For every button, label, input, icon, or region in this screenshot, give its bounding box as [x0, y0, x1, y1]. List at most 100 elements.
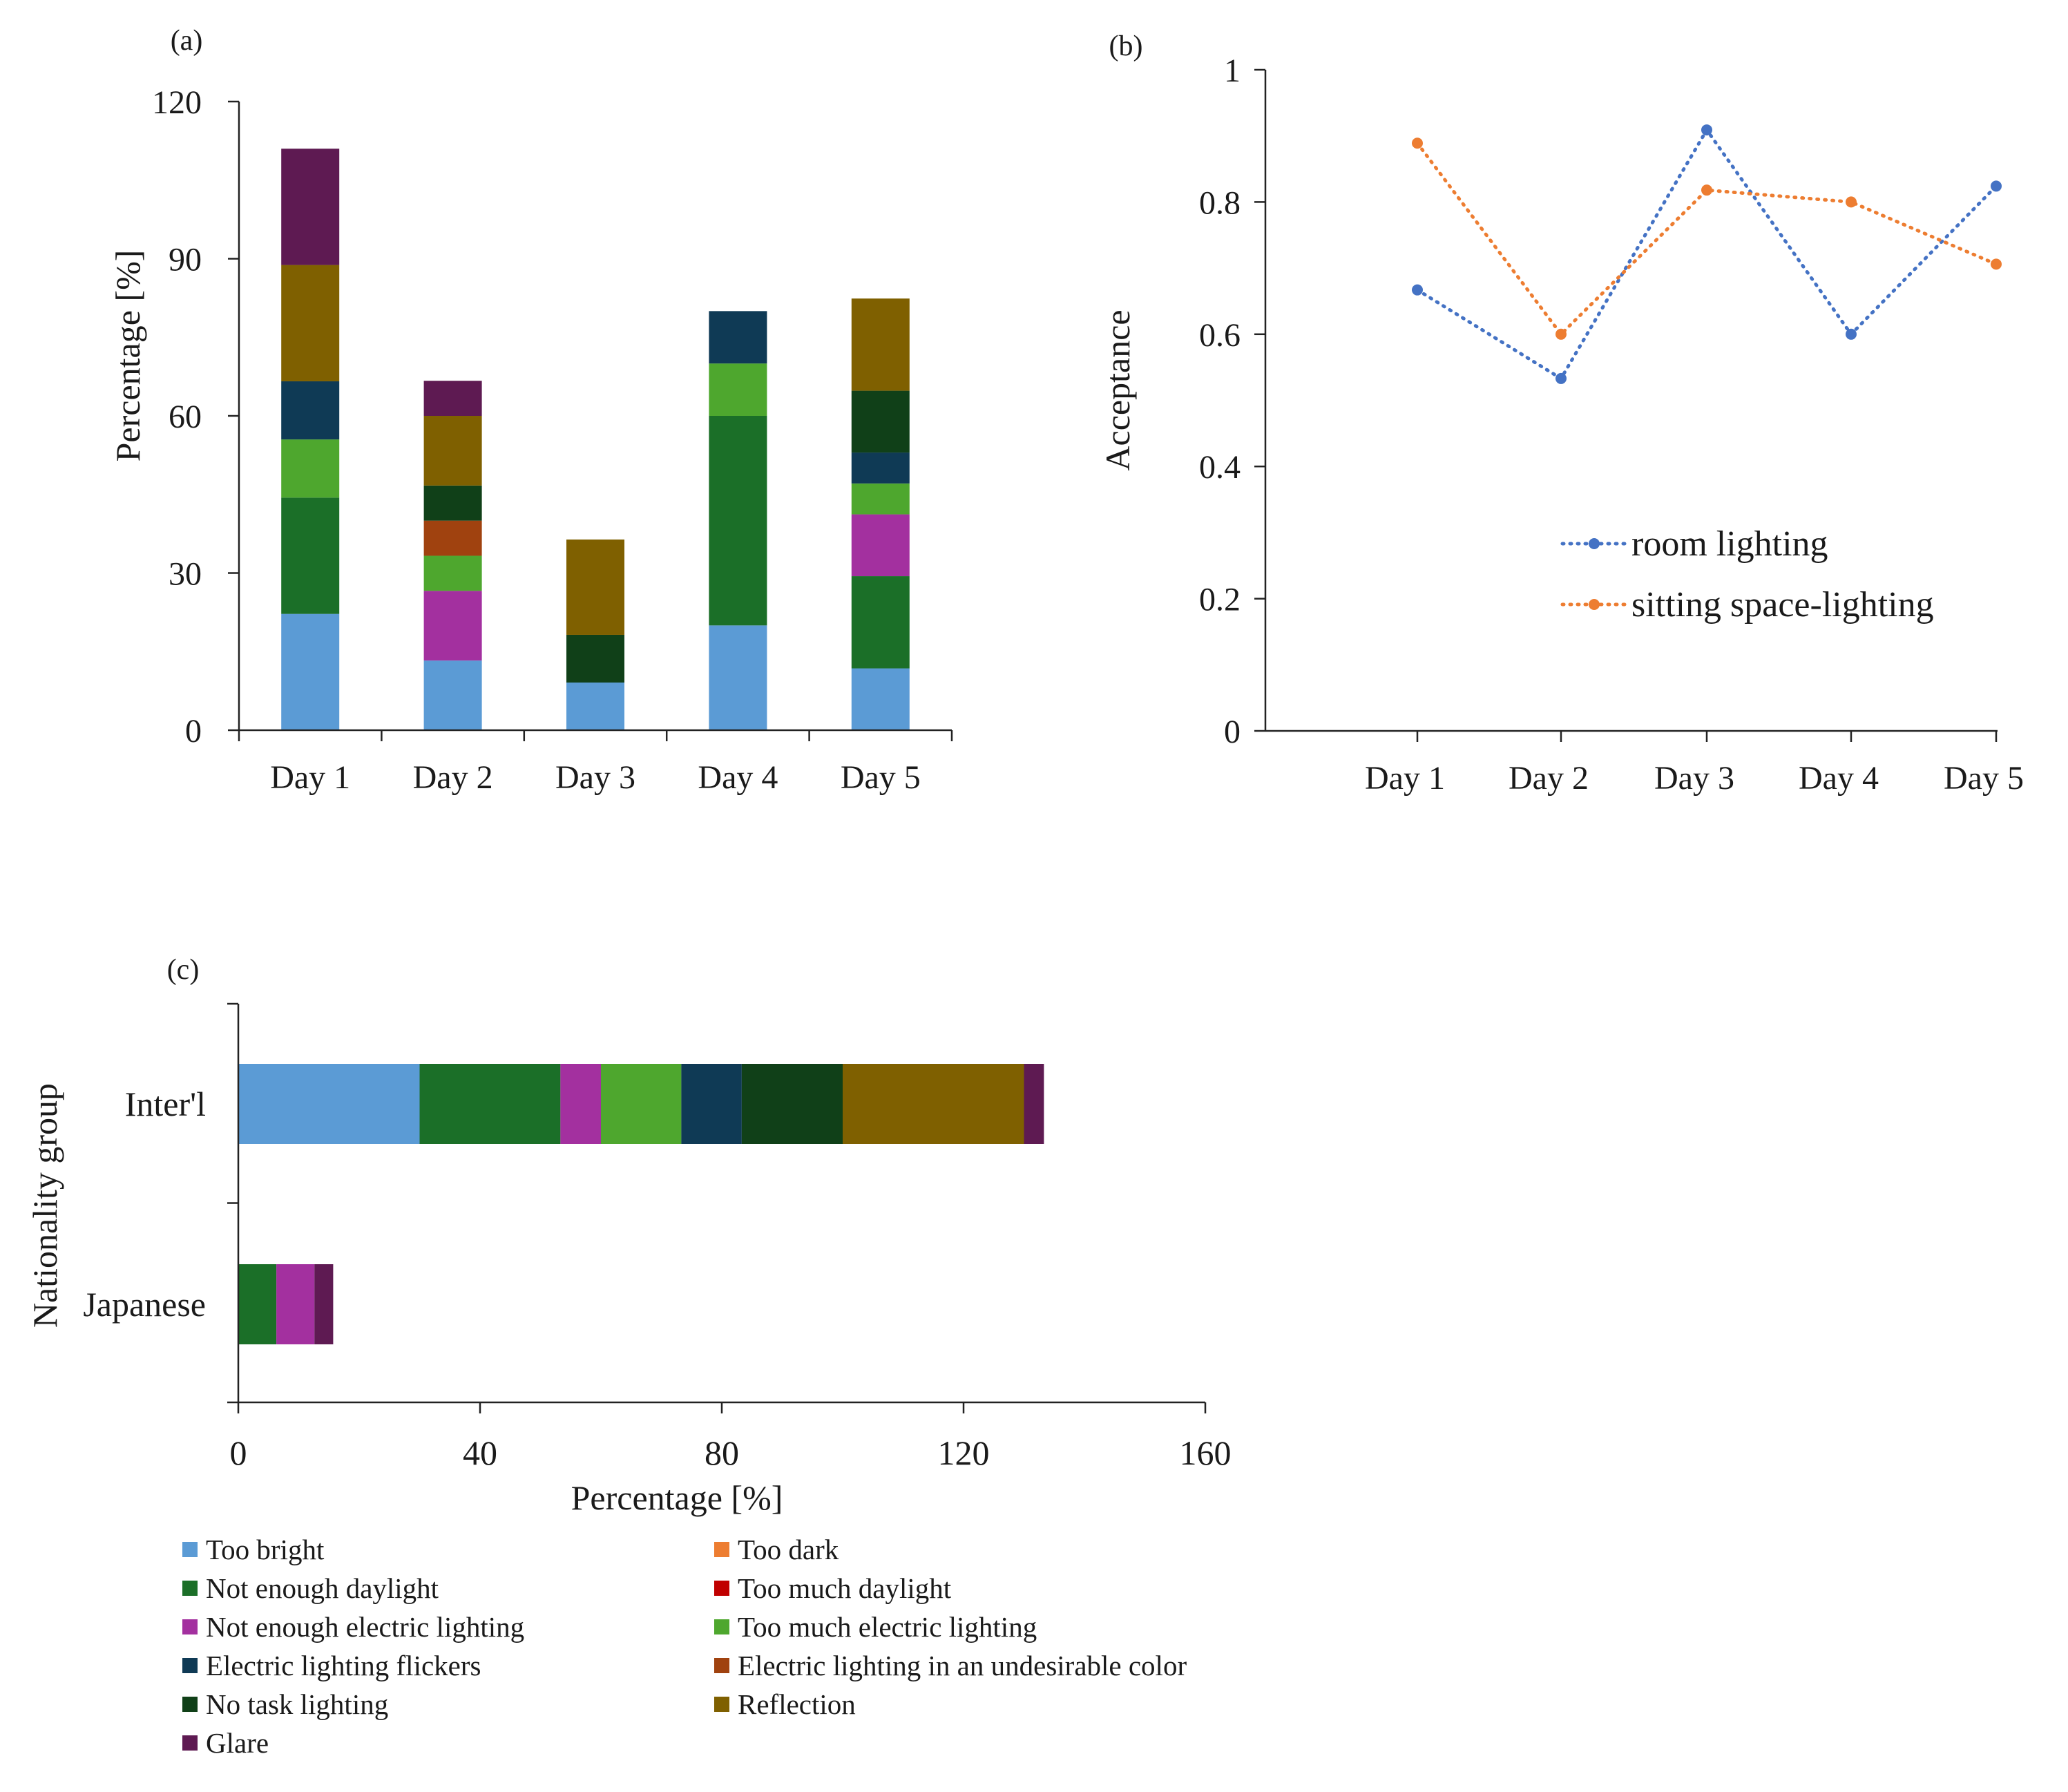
- legend-label: Not enough daylight: [206, 1572, 439, 1604]
- bar-day-5-not-enough-electric-lighting: [851, 514, 910, 577]
- panel-b: (b) Acceptance 0 0.2 0.4 0.6 0.8 1 Day 1 Day 2 D…: [1098, 30, 2024, 797]
- legend-swatch: [714, 1658, 729, 1673]
- legend-marker-room-lighting: [1589, 538, 1600, 549]
- panel-c-label: (c): [167, 954, 200, 986]
- x-tick-label-day-2: Day 2: [413, 759, 493, 796]
- legend-swatch: [182, 1542, 198, 1557]
- panel-c-y-axis-title: Nationality group: [26, 1083, 64, 1328]
- bar-day-2-glare: [423, 381, 482, 416]
- legend-item-glare: Glare: [182, 1727, 714, 1759]
- bar-inter-l-reflection: [843, 1064, 1024, 1144]
- bar-day-1-too-much-electric-lighting: [281, 439, 340, 498]
- bar-inter-l-not-enough-daylight: [419, 1064, 561, 1144]
- bar-day-1-too-bright: [281, 613, 340, 730]
- point-sitting-space-lighting-day-1: [1412, 137, 1423, 149]
- bar-inter-l-no-task-lighting: [741, 1064, 843, 1144]
- legend-label: Electric lighting in an undesirable colo…: [738, 1650, 1187, 1681]
- panel-b-legend: room lighting sitting space-lighting: [1560, 524, 1934, 625]
- bar-day-4-too-much-electric-lighting: [709, 363, 767, 416]
- x-tick-label-day-3: Day 3: [1654, 760, 1734, 797]
- bar-day-3-no-task-lighting: [566, 634, 624, 683]
- y-tick-label: 120: [152, 84, 202, 121]
- legend-item-too-dark: Too dark: [714, 1534, 1336, 1565]
- y-tick-label: 60: [169, 399, 202, 435]
- bar-day-1-electric-lighting-flickers: [281, 381, 340, 440]
- category-legend: Too bright Too dark Not enough daylight Too…: [182, 1534, 1357, 1759]
- x-tick-label-day-4: Day 4: [698, 759, 778, 796]
- legend-swatch: [714, 1542, 729, 1557]
- legend-label: Not enough electric lighting: [206, 1611, 525, 1643]
- legend-swatch: [714, 1697, 729, 1712]
- legend-swatch: [182, 1581, 198, 1596]
- bar-day-3-reflection: [566, 539, 624, 635]
- legend-label: Too dark: [738, 1534, 839, 1565]
- bar-day-5-too-much-electric-lighting: [851, 483, 910, 515]
- legend-item-too-much-daylight: Too much daylight: [714, 1572, 1336, 1604]
- bar-day-5-not-enough-daylight: [851, 576, 910, 669]
- panel-b-y-axis-title: Acceptance: [1098, 309, 1137, 470]
- legend-label: Too much electric lighting: [738, 1611, 1037, 1643]
- legend-swatch: [714, 1581, 729, 1596]
- y-tick-label: 0.6: [1199, 317, 1241, 354]
- point-sitting-space-lighting-day-3: [1701, 184, 1712, 196]
- bar-day-2-no-task-lighting: [423, 485, 482, 521]
- x-tick-label-day-4: Day 4: [1799, 760, 1879, 797]
- legend-label: No task lighting: [206, 1688, 389, 1720]
- y-tick-label: 1: [1224, 53, 1241, 89]
- legend-swatch: [182, 1735, 198, 1751]
- x-tick-label-day-1: Day 1: [270, 759, 350, 796]
- panel-a-bars: [281, 149, 910, 730]
- point-room-lighting-day-3: [1701, 124, 1712, 136]
- legend-item-not-enough-electric-lighting: Not enough electric lighting: [182, 1611, 714, 1643]
- x-tick-label-day-3: Day 3: [555, 759, 635, 796]
- panel-a-axes: Day 1 Day 2 Day 3 Day 4 Day 5 0 30 60 90 120: [152, 84, 953, 796]
- panel-a-y-axis-title: Percentage [%]: [108, 250, 147, 462]
- y-tick-label-inter-l: Inter'l: [125, 1085, 206, 1123]
- bar-inter-l-too-much-electric-lighting: [601, 1064, 682, 1144]
- bar-day-4-not-enough-daylight: [709, 416, 767, 626]
- bar-day-5-reflection: [851, 298, 910, 391]
- series-line-room-lighting: [1415, 126, 1998, 381]
- point-sitting-space-lighting-day-5: [1991, 258, 2002, 270]
- bar-day-1-glare: [281, 149, 340, 265]
- bar-day-2-too-much-electric-lighting: [423, 555, 482, 591]
- bar-inter-l-too-bright: [238, 1064, 420, 1144]
- panel-c: (c) Nationality group Percentage [%] Int…: [26, 954, 1232, 1517]
- bar-day-2-too-bright: [423, 660, 482, 730]
- panel-b-axes: 0 0.2 0.4 0.6 0.8 1 Day 1 Day 2 Day 3 Day 4 Day 5: [1199, 53, 2024, 797]
- x-tick-label: 80: [705, 1433, 739, 1472]
- panel-a-label: (a): [171, 25, 203, 57]
- legend-marker-sitting-space-lighting: [1589, 599, 1600, 610]
- bar-inter-l-not-enough-electric-lighting: [560, 1064, 601, 1144]
- point-sitting-space-lighting-day-2: [1555, 328, 1567, 340]
- bar-inter-l-glare: [1024, 1064, 1044, 1144]
- bar-inter-l-electric-lighting-flickers: [681, 1064, 742, 1144]
- panel-c-bars: [238, 1064, 1044, 1344]
- panel-b-lines: [1412, 124, 2002, 384]
- legend-swatch: [182, 1619, 198, 1634]
- y-tick-label: 0: [185, 713, 202, 750]
- y-tick-label: 90: [169, 242, 202, 278]
- legend-label: Glare: [206, 1727, 269, 1759]
- x-tick-label-day-2: Day 2: [1509, 760, 1589, 797]
- y-tick-label: 0: [1224, 714, 1241, 750]
- bar-day-4-electric-lighting-flickers: [709, 311, 767, 364]
- x-tick-label-day-5: Day 5: [1944, 760, 2024, 797]
- x-tick-label: 40: [463, 1433, 497, 1472]
- legend-item-electric-lighting-flickers: Electric lighting flickers: [182, 1650, 714, 1681]
- bar-day-2-not-enough-electric-lighting: [423, 591, 482, 661]
- point-room-lighting-day-2: [1555, 372, 1567, 384]
- bar-day-5-no-task-lighting: [851, 390, 910, 453]
- x-tick-label-day-5: Day 5: [841, 759, 921, 796]
- bar-day-1-not-enough-daylight: [281, 497, 340, 614]
- legend-label-room-lighting: room lighting: [1631, 524, 1828, 564]
- x-tick-label-day-1: Day 1: [1365, 760, 1445, 797]
- y-tick-label-japanese: Japanese: [83, 1285, 206, 1324]
- bar-day-5-electric-lighting-flickers: [851, 452, 910, 484]
- y-tick-label: 30: [169, 556, 202, 593]
- legend-item-not-enough-daylight: Not enough daylight: [182, 1572, 714, 1604]
- y-tick-label: 0.8: [1199, 184, 1241, 221]
- bar-japanese-glare: [314, 1264, 334, 1344]
